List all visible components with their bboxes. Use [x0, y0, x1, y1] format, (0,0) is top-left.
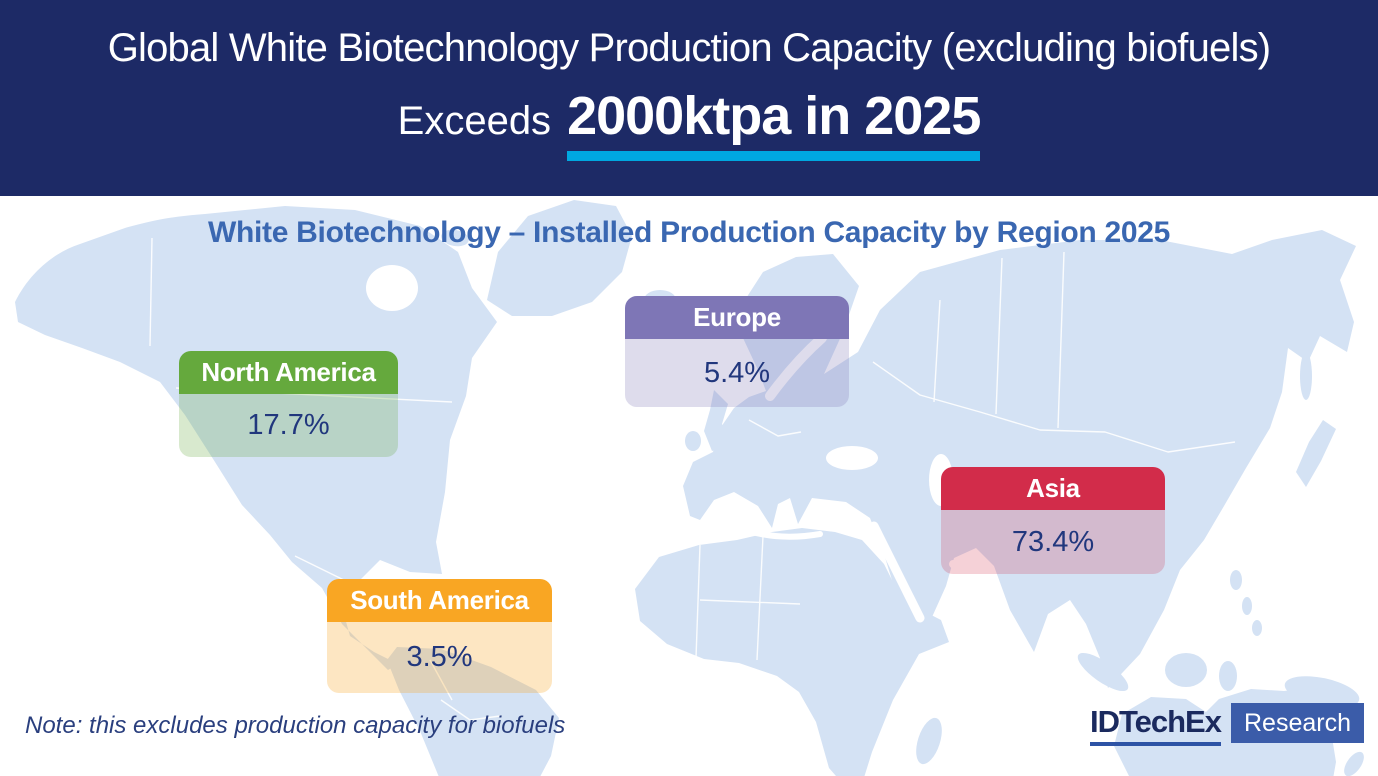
inland-seas	[366, 265, 953, 506]
region-card-north-america: North America 17.7%	[179, 351, 398, 457]
title-emphasis: 2000ktpa in 2025	[567, 86, 981, 146]
region-label-europe: Europe	[625, 296, 849, 339]
region-label-north-america: North America	[179, 351, 398, 394]
region-label-asia: Asia	[941, 467, 1165, 510]
region-value-europe: 5.4%	[625, 339, 849, 407]
research-badge: Research	[1230, 703, 1364, 743]
region-card-south-america: South America 3.5%	[327, 579, 552, 693]
region-value-south-america: 3.5%	[327, 622, 552, 693]
continents	[15, 200, 1364, 776]
footnote: Note: this excludes production capacity …	[25, 712, 566, 739]
idtechex-logo: IDTechEx Research	[1090, 703, 1364, 746]
title-banner: Global White Biotechnology Production Ca…	[0, 0, 1378, 196]
title-underline-bar	[567, 151, 981, 161]
idtechex-brand-text: IDTechEx	[1090, 704, 1222, 739]
region-value-north-america: 17.7%	[179, 394, 398, 457]
sea-strokes	[742, 333, 978, 623]
title-prefix: Exceeds	[397, 99, 552, 143]
region-card-asia: Asia 73.4%	[941, 467, 1165, 574]
idtechex-wordmark: IDTechEx	[1090, 703, 1222, 746]
world-map-graphic	[15, 200, 1364, 776]
region-value-asia: 73.4%	[941, 510, 1165, 574]
slide-title-line1: Global White Biotechnology Production Ca…	[107, 26, 1271, 70]
chart-title: White Biotechnology – Installed Producti…	[207, 216, 1171, 249]
region-label-south-america: South America	[327, 579, 552, 622]
region-card-europe: Europe 5.4%	[625, 296, 849, 407]
idtechex-underline	[1090, 742, 1221, 746]
title-emphasis-wrap: 2000ktpa in 2025	[567, 85, 981, 161]
slide-title-line2: Exceeds 2000ktpa in 2025	[397, 85, 981, 161]
